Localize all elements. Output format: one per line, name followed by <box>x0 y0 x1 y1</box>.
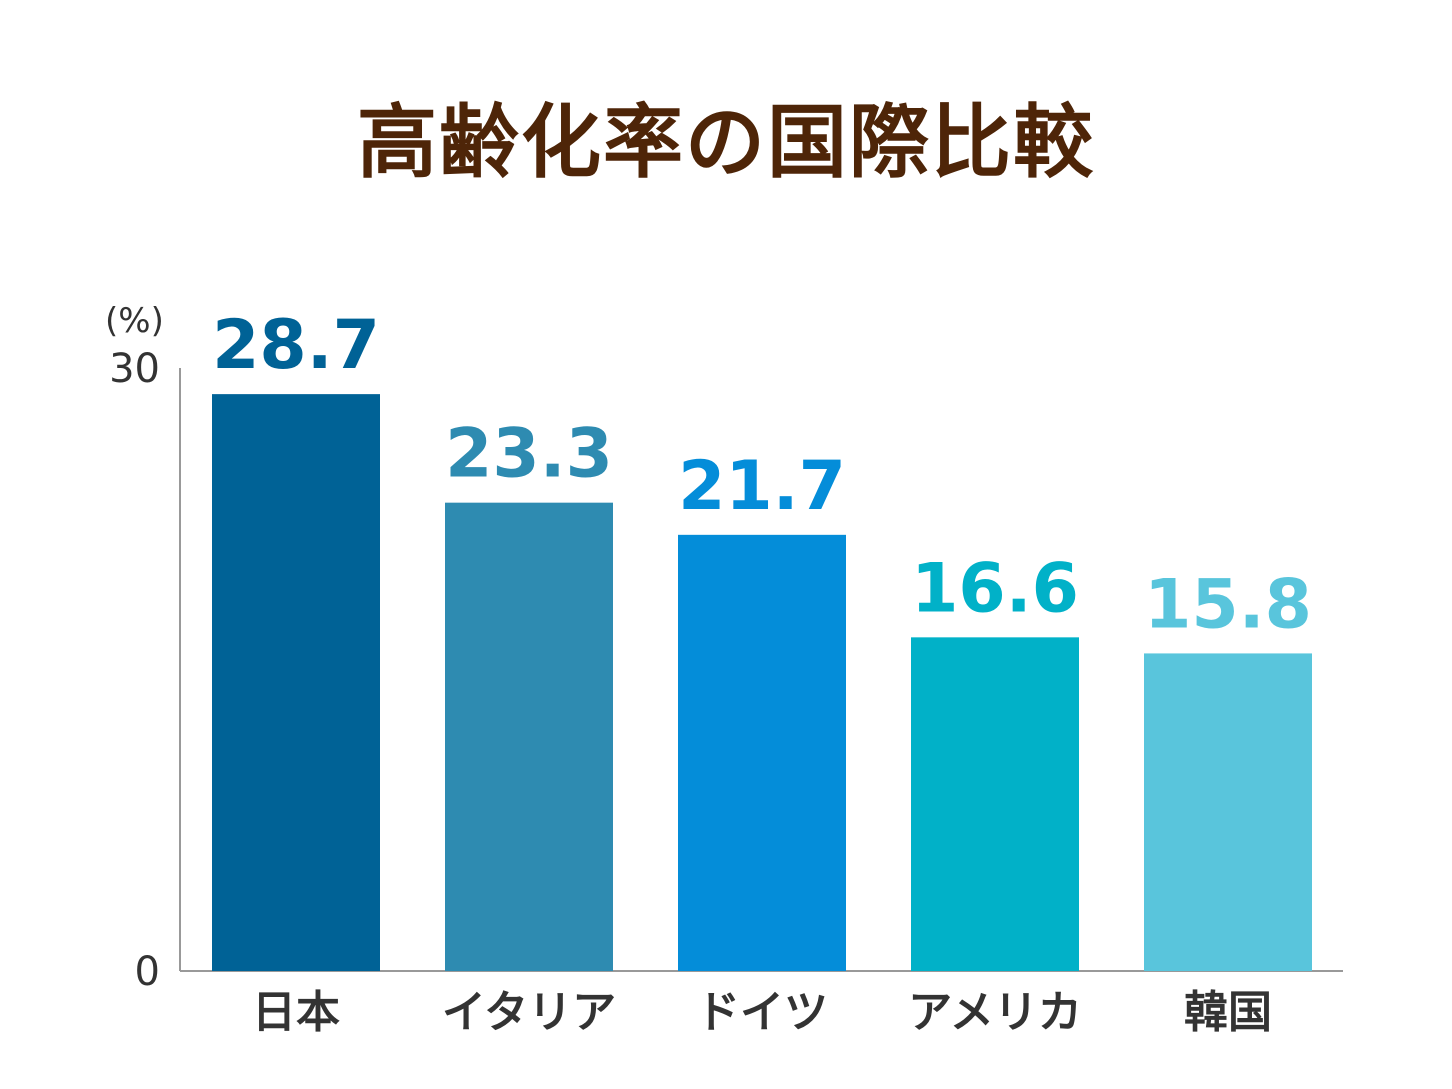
bar <box>212 394 380 971</box>
bar <box>678 534 846 971</box>
bars-group: 28.7 日本 23.3 イタリア 21.7 ドイツ 16.6 アメリカ 15.8 韓国 <box>212 306 1312 1038</box>
y-tick-label: 0 <box>135 949 160 995</box>
bar-value-label: 16.6 <box>911 549 1079 628</box>
bar-value-label: 21.7 <box>678 447 846 526</box>
bar <box>445 502 613 971</box>
y-axis-unit-label: (%) <box>105 301 164 341</box>
x-category-label: アメリカ <box>908 987 1082 1038</box>
x-category-label: 日本 <box>252 987 340 1038</box>
bar-value-label: 23.3 <box>445 415 613 494</box>
bar <box>911 637 1079 971</box>
y-tick-label: 30 <box>109 346 160 392</box>
chart-title: 高齢化率の国際比較 <box>357 96 1095 189</box>
x-category-label: イタリア <box>442 987 616 1038</box>
x-category-label: ドイツ <box>696 987 828 1038</box>
bar <box>1144 653 1312 971</box>
bar-value-label: 15.8 <box>1144 565 1312 644</box>
bar-value-label: 28.7 <box>212 306 380 385</box>
x-category-label: 韓国 <box>1184 987 1272 1038</box>
y-axis-ticks: 0 30 <box>109 346 160 995</box>
